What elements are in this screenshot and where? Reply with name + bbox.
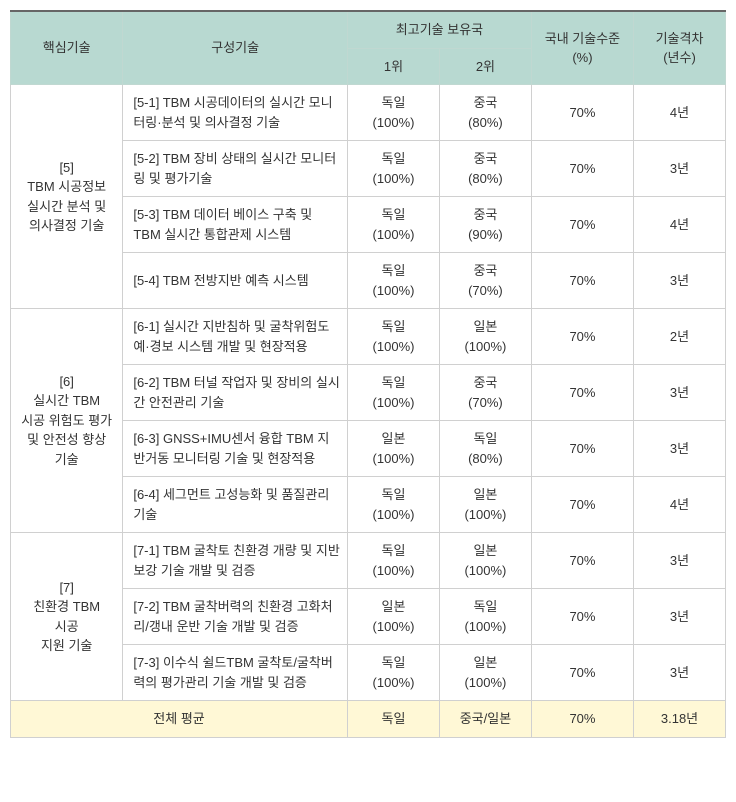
tech-table: 핵심기술 구성기술 최고기술 보유국 국내 기술수준(%) 기술격차(년수) 1…: [10, 10, 726, 738]
component-tech-cell: [7-1] TBM 굴착토 친환경 개량 및 지반보강 기술 개발 및 검증: [123, 533, 348, 589]
tech-gap-cell: 4년: [634, 477, 726, 533]
domestic-level-cell: 70%: [531, 589, 633, 645]
tech-gap-cell: 3년: [634, 645, 726, 701]
header-top-country: 최고기술 보유국: [348, 11, 532, 48]
domestic-level-cell: 70%: [531, 365, 633, 421]
component-tech-cell: [7-3] 이수식 쉴드TBM 굴착토/굴착버력의 평가관리 기술 개발 및 검…: [123, 645, 348, 701]
rank2-cell: 일본(100%): [439, 477, 531, 533]
summary-row: 전체 평균독일중국/일본70%3.18년: [11, 701, 726, 738]
tech-gap-cell: 3년: [634, 253, 726, 309]
rank1-cell: 일본(100%): [348, 589, 440, 645]
tech-gap-cell: 4년: [634, 197, 726, 253]
component-tech-cell: [7-2] TBM 굴착버력의 친환경 고화처리/갱내 운반 기술 개발 및 검…: [123, 589, 348, 645]
rank1-cell: 독일(100%): [348, 309, 440, 365]
rank2-cell: 중국(90%): [439, 197, 531, 253]
domestic-level-cell: 70%: [531, 533, 633, 589]
summary-gap: 3.18년: [634, 701, 726, 738]
header-rank1: 1위: [348, 48, 440, 85]
domestic-level-cell: 70%: [531, 253, 633, 309]
summary-label: 전체 평균: [11, 701, 348, 738]
table-row: [5]TBM 시공정보실시간 분석 및의사결정 기술[5-1] TBM 시공데이…: [11, 85, 726, 141]
header-component-tech: 구성기술: [123, 11, 348, 85]
rank1-cell: 독일(100%): [348, 141, 440, 197]
domestic-level-cell: 70%: [531, 197, 633, 253]
rank2-cell: 일본(100%): [439, 645, 531, 701]
tech-gap-cell: 3년: [634, 533, 726, 589]
rank1-cell: 독일(100%): [348, 645, 440, 701]
rank1-cell: 독일(100%): [348, 85, 440, 141]
domestic-level-cell: 70%: [531, 141, 633, 197]
core-tech-cell: [6]실시간 TBM시공 위험도 평가및 안전성 향상기술: [11, 309, 123, 533]
table-row: [7]친환경 TBM시공지원 기술[7-1] TBM 굴착토 친환경 개량 및 …: [11, 533, 726, 589]
tech-gap-cell: 3년: [634, 365, 726, 421]
tech-gap-cell: 3년: [634, 421, 726, 477]
summary-rank2: 중국/일본: [439, 701, 531, 738]
rank2-cell: 중국(80%): [439, 141, 531, 197]
rank2-cell: 중국(80%): [439, 85, 531, 141]
rank1-cell: 독일(100%): [348, 477, 440, 533]
rank2-cell: 일본(100%): [439, 309, 531, 365]
header-tech-gap: 기술격차(년수): [634, 11, 726, 85]
rank2-cell: 독일(100%): [439, 589, 531, 645]
rank1-cell: 독일(100%): [348, 253, 440, 309]
rank1-cell: 독일(100%): [348, 533, 440, 589]
tech-gap-cell: 4년: [634, 85, 726, 141]
component-tech-cell: [6-3] GNSS+IMU센서 융합 TBM 지반거동 모니터링 기술 및 현…: [123, 421, 348, 477]
table-row: [6]실시간 TBM시공 위험도 평가및 안전성 향상기술[6-1] 실시간 지…: [11, 309, 726, 365]
header-domestic-level: 국내 기술수준(%): [531, 11, 633, 85]
domestic-level-cell: 70%: [531, 477, 633, 533]
component-tech-cell: [5-1] TBM 시공데이터의 실시간 모니터링·분석 및 의사결정 기술: [123, 85, 348, 141]
table-header: 핵심기술 구성기술 최고기술 보유국 국내 기술수준(%) 기술격차(년수) 1…: [11, 11, 726, 85]
summary-rank1: 독일: [348, 701, 440, 738]
rank2-cell: 일본(100%): [439, 533, 531, 589]
table-body: [5]TBM 시공정보실시간 분석 및의사결정 기술[5-1] TBM 시공데이…: [11, 85, 726, 738]
core-tech-cell: [7]친환경 TBM시공지원 기술: [11, 533, 123, 701]
component-tech-cell: [5-2] TBM 장비 상태의 실시간 모니터링 및 평가기술: [123, 141, 348, 197]
component-tech-cell: [6-1] 실시간 지반침하 및 굴착위험도 예·경보 시스템 개발 및 현장적…: [123, 309, 348, 365]
component-tech-cell: [6-2] TBM 터널 작업자 및 장비의 실시간 안전관리 기술: [123, 365, 348, 421]
component-tech-cell: [6-4] 세그먼트 고성능화 및 품질관리 기술: [123, 477, 348, 533]
domestic-level-cell: 70%: [531, 645, 633, 701]
domestic-level-cell: 70%: [531, 85, 633, 141]
header-rank2: 2위: [439, 48, 531, 85]
rank1-cell: 일본(100%): [348, 421, 440, 477]
rank2-cell: 독일(80%): [439, 421, 531, 477]
tech-gap-cell: 3년: [634, 589, 726, 645]
rank2-cell: 중국(70%): [439, 365, 531, 421]
summary-level: 70%: [531, 701, 633, 738]
domestic-level-cell: 70%: [531, 309, 633, 365]
header-core-tech: 핵심기술: [11, 11, 123, 85]
tech-gap-cell: 2년: [634, 309, 726, 365]
domestic-level-cell: 70%: [531, 421, 633, 477]
rank1-cell: 독일(100%): [348, 365, 440, 421]
tech-gap-cell: 3년: [634, 141, 726, 197]
component-tech-cell: [5-4] TBM 전방지반 예측 시스템: [123, 253, 348, 309]
core-tech-cell: [5]TBM 시공정보실시간 분석 및의사결정 기술: [11, 85, 123, 309]
rank1-cell: 독일(100%): [348, 197, 440, 253]
component-tech-cell: [5-3] TBM 데이터 베이스 구축 및 TBM 실시간 통합관제 시스템: [123, 197, 348, 253]
rank2-cell: 중국(70%): [439, 253, 531, 309]
